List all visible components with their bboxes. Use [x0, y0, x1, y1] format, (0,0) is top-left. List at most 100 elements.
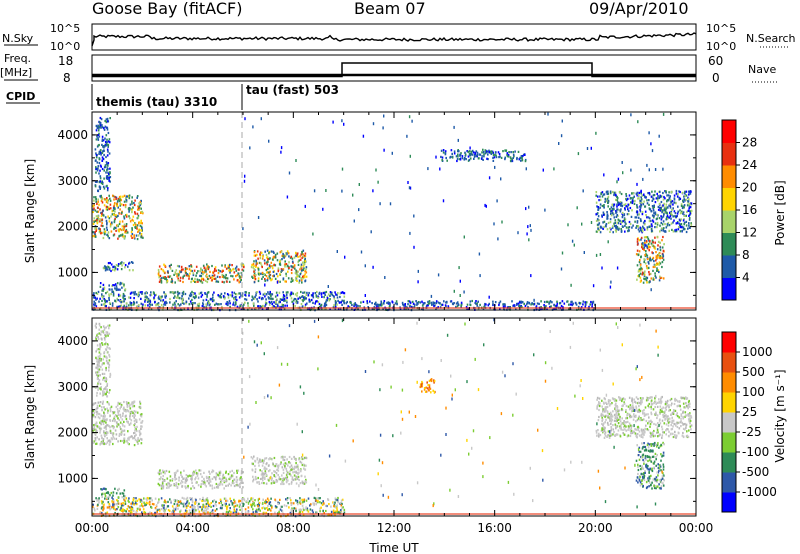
scatter-cell — [117, 214, 119, 217]
scatter-cell — [651, 244, 654, 247]
scatter-cell — [254, 297, 256, 300]
scatter-cell — [113, 226, 116, 229]
scatter-cell — [235, 275, 237, 278]
scatter-cell — [547, 112, 549, 116]
scatter-cell — [96, 413, 98, 416]
scatter-cell — [105, 331, 108, 334]
scatter-cell — [140, 235, 142, 239]
scatter-cell — [678, 190, 680, 193]
scatter-cell — [189, 300, 192, 303]
scatter-cell — [282, 463, 285, 466]
scatter-cell — [290, 280, 292, 283]
scatter-cell — [218, 295, 220, 298]
scatter-cell — [596, 212, 599, 215]
scatter-cell — [690, 190, 692, 193]
scatter-cell — [195, 481, 198, 484]
scatter-cell — [621, 216, 624, 219]
scatter-cell — [605, 225, 607, 228]
scatter-cell — [101, 296, 104, 299]
scatter-cell — [561, 119, 563, 123]
scatter-cell — [136, 301, 138, 304]
scatter-cell — [148, 303, 151, 306]
scatter-cell — [293, 474, 296, 477]
scatter-cell — [106, 128, 109, 131]
scatter-cell — [120, 504, 123, 507]
scatter-cell — [268, 252, 270, 255]
scatter-cell — [381, 303, 383, 306]
scatter-cell — [92, 235, 94, 238]
scatter-cell — [430, 301, 433, 304]
scatter-cell — [124, 264, 127, 267]
scatter-cell — [99, 443, 101, 446]
scatter-cell — [129, 217, 131, 220]
scatter-cell — [662, 215, 665, 218]
scatter-cell — [631, 201, 634, 205]
scatter-cell — [247, 506, 250, 509]
scatter-cell — [112, 206, 115, 210]
scatter-cell — [231, 264, 233, 267]
scatter-cell — [113, 417, 115, 420]
scatter-cell — [620, 208, 622, 211]
scatter-cell — [102, 224, 104, 228]
scatter-cell — [229, 268, 231, 271]
scatter-cell — [326, 299, 328, 302]
scatter-cell — [657, 244, 659, 247]
scatter-cell — [195, 476, 197, 479]
nave-trace — [92, 62, 696, 78]
scatter-cell — [273, 251, 275, 254]
scatter-cell — [204, 483, 206, 486]
scatter-cell — [109, 203, 112, 206]
scatter-cell — [184, 292, 187, 296]
scatter-cell — [178, 304, 181, 307]
scatter-cell — [610, 206, 613, 209]
scatter-cell — [651, 149, 654, 153]
scatter-cell — [280, 146, 283, 150]
scatter-cell — [226, 280, 228, 283]
scatter-cell — [592, 300, 595, 303]
scatter-cell — [627, 209, 630, 212]
scatter-cell — [603, 173, 605, 177]
scatter-cell — [94, 296, 96, 299]
scatter-cell — [598, 199, 600, 202]
scatter-cell — [162, 276, 164, 279]
scatter-cell — [630, 113, 632, 117]
scatter-cell — [191, 474, 194, 477]
scatter-cell — [100, 421, 103, 424]
scatter-cell — [234, 298, 237, 301]
scatter-cell — [180, 270, 182, 274]
scatter-cell — [239, 304, 241, 307]
scatter-cell — [358, 208, 360, 212]
scatter-cell — [293, 455, 295, 459]
scatter-cell — [166, 477, 169, 480]
scatter-cell — [469, 146, 471, 150]
scatter-cell — [301, 261, 304, 264]
scatter-cell — [641, 213, 644, 216]
scatter-cell — [103, 431, 105, 434]
scatter-cell — [597, 226, 599, 229]
scatter-cell — [179, 271, 181, 274]
scatter-cell — [174, 303, 176, 306]
scatter-cell — [671, 200, 674, 203]
scatter-cell — [278, 291, 281, 294]
scatter-cell — [601, 215, 603, 218]
scatter-cell — [155, 293, 157, 296]
scatter-cell — [636, 210, 639, 213]
scatter-cell — [636, 278, 638, 281]
scatter-cell — [106, 208, 109, 211]
scatter-cell — [101, 197, 103, 200]
scatter-cell — [512, 156, 514, 160]
scatter-cell — [293, 297, 296, 301]
scatter-cell — [288, 261, 290, 264]
scatter-cell — [335, 505, 338, 508]
scatter-cell — [222, 295, 225, 298]
scatter-cell — [650, 195, 653, 198]
scatter-cell — [688, 213, 691, 217]
scatter-cell — [102, 438, 105, 441]
scatter-cell — [625, 198, 627, 201]
scatter-cell — [134, 435, 136, 438]
scatter-cell — [477, 157, 480, 160]
scatter-cell — [191, 476, 193, 479]
scatter-cell — [133, 424, 136, 427]
scatter-cell — [133, 292, 136, 295]
scatter-cell — [213, 299, 215, 302]
